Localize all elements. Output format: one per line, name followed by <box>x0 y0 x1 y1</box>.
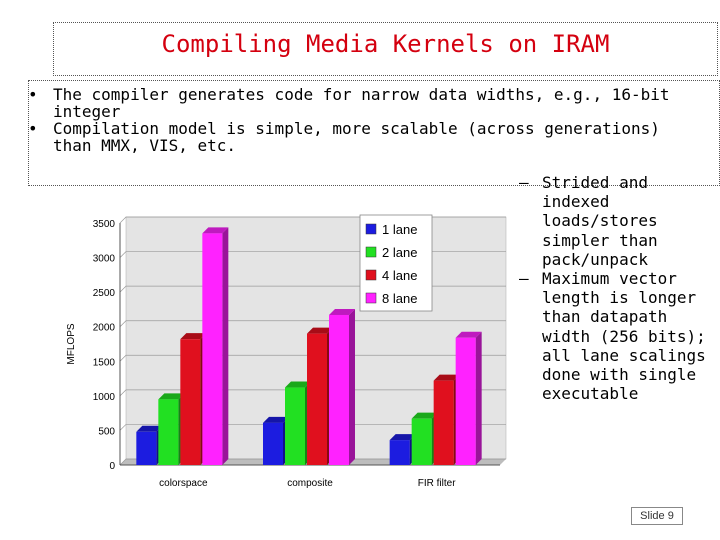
bar <box>285 387 305 465</box>
bar <box>263 422 283 465</box>
bar <box>307 333 327 465</box>
bar-side <box>222 227 229 465</box>
bar <box>136 431 157 465</box>
sub-bullet-text: Strided and indexed loads/stores simpler… <box>542 173 658 269</box>
legend-label: 2 lane <box>382 245 417 260</box>
legend-swatch <box>365 292 377 304</box>
bar-chart: 0 500 1000 1500 2000 2500 3000 3500 MFLOPS colors… <box>66 214 507 489</box>
sub-bullet-marker: – <box>519 173 529 192</box>
bar-top <box>411 412 438 419</box>
bar-side <box>349 308 355 465</box>
bar-top <box>136 425 163 432</box>
bar-top <box>455 331 482 338</box>
bullet-item: • Compilation model is simple, more scal… <box>28 120 688 154</box>
bar-top <box>263 416 289 423</box>
sub-bullet-item: – Strided and indexed loads/stores simpl… <box>514 173 714 269</box>
y-tick-label: 0 <box>109 461 115 472</box>
sub-bullet-item: – Maximum vector length is longer than d… <box>514 269 714 403</box>
bar <box>411 418 432 465</box>
bar-top <box>389 434 416 441</box>
y-tick-label: 2500 <box>93 288 116 299</box>
legend-swatch <box>365 246 377 258</box>
gridline <box>119 320 506 327</box>
legend-swatch <box>365 269 377 281</box>
bar <box>202 233 223 465</box>
y-axis-label: MFLOPS <box>66 323 77 364</box>
slide-title: Compiling Media Kernels on IRAM <box>161 30 610 58</box>
bar-top <box>329 308 355 315</box>
sub-bullet-marker: – <box>519 269 529 289</box>
bar-top <box>202 227 229 234</box>
gridline <box>119 424 506 431</box>
bar-side <box>475 331 482 465</box>
legend-label: 4 lane <box>382 268 417 283</box>
gridline <box>119 354 506 362</box>
title-frame <box>53 22 718 76</box>
legend-swatch <box>365 223 377 235</box>
bar-top <box>285 381 311 388</box>
slide-number: Slide 9 <box>631 507 683 525</box>
bar-top <box>158 393 185 400</box>
bar <box>455 337 476 465</box>
x-tick-label: composite <box>287 478 333 489</box>
gridline <box>119 389 506 397</box>
sub-bullet-text: Maximum vector length is longer than dat… <box>542 269 706 404</box>
y-tick-label: 3000 <box>93 254 116 265</box>
bar-top <box>433 374 460 381</box>
legend-label: 1 lane <box>382 222 417 237</box>
bullet-text: Compilation model is simple, more scalab… <box>53 119 660 155</box>
y-tick-label: 1500 <box>93 357 116 368</box>
bullet-list: • The compiler generates code for narrow… <box>28 86 688 154</box>
legend-label: 8 lane <box>382 291 417 306</box>
x-tick-label: FIR filter <box>418 478 456 489</box>
bar <box>180 339 201 465</box>
bullet-item: • The compiler generates code for narrow… <box>28 86 688 120</box>
bullet-text: The compiler generates code for narrow d… <box>53 85 670 121</box>
bullet-marker: • <box>28 119 38 138</box>
bar <box>329 314 349 465</box>
y-tick-label: 500 <box>98 426 115 437</box>
sub-bullet-list: – Strided and indexed loads/stores simpl… <box>514 173 714 403</box>
bar <box>389 440 410 465</box>
bullet-marker: • <box>28 85 38 104</box>
y-tick-label: 1000 <box>93 392 116 403</box>
gridline <box>119 458 506 466</box>
bar <box>158 399 179 465</box>
bar <box>433 380 454 465</box>
bar-top <box>180 333 207 340</box>
y-tick-label: 3500 <box>93 219 116 230</box>
x-tick-label: colorspace <box>159 478 208 489</box>
y-tick-label: 2000 <box>93 323 116 334</box>
bar-top <box>307 327 333 334</box>
